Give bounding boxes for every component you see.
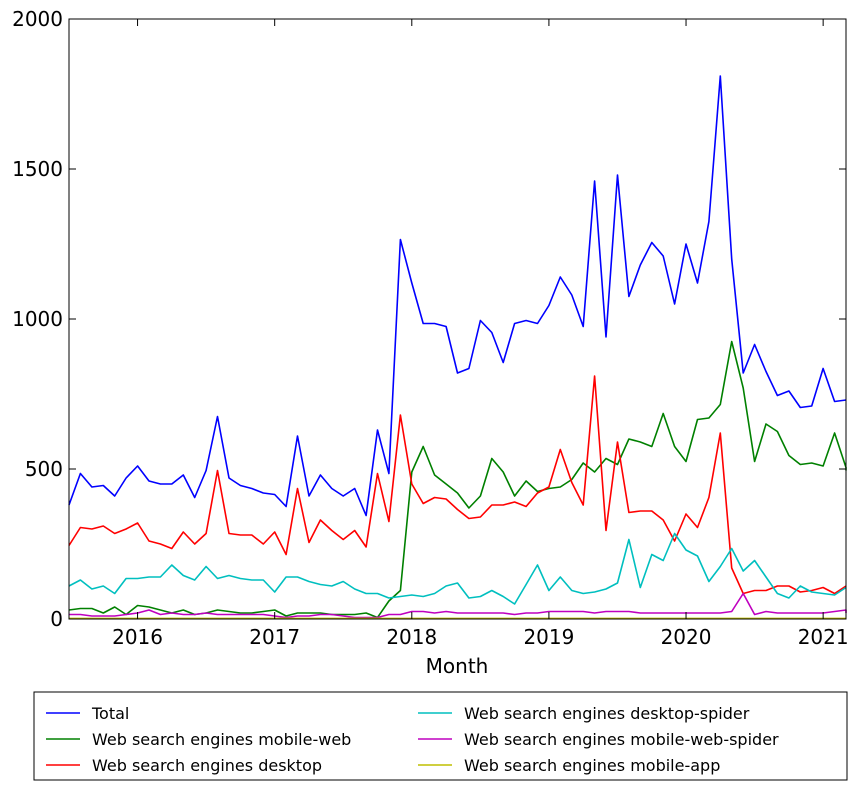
- x-tick-label: 2021: [798, 625, 849, 649]
- series-line-4: [68, 532, 847, 605]
- x-tick-label: 2016: [112, 625, 163, 649]
- legend-entry-label: Total: [91, 704, 129, 723]
- legend-entry-label: Web search engines mobile-web-spider: [464, 730, 779, 749]
- legend-entry-label: Web search engines mobile-app: [464, 756, 720, 775]
- y-tick-label: 1000: [12, 307, 63, 331]
- x-axis-label: Month: [426, 654, 489, 678]
- x-tick-label: 2019: [523, 625, 574, 649]
- x-tick-label: 2020: [661, 625, 712, 649]
- plot-frame: [68, 18, 847, 620]
- y-tick-label: 0: [50, 607, 63, 631]
- x-tick-label: 2017: [249, 625, 300, 649]
- y-tick-label: 2000: [12, 7, 63, 31]
- series-layer: [68, 75, 847, 620]
- series-line-1: [68, 75, 847, 517]
- axis-layer: 2016 2017 2018 2019 2020 2021 0 500 1000 1500 2000: [12, 7, 849, 649]
- y-tick-label: 1500: [12, 157, 63, 181]
- series-line-3: [68, 375, 847, 595]
- x-tick-label: 2018: [386, 625, 437, 649]
- legend-entry-label: Web search engines desktop-spider: [464, 704, 750, 723]
- legend: Total Web search engines mobile-web Web se…: [33, 691, 848, 781]
- legend-entry-label: Web search engines mobile-web: [92, 730, 351, 749]
- legend-items: Total Web search engines mobile-web Web se…: [46, 704, 779, 775]
- y-tick-label: 500: [25, 457, 63, 481]
- series-line-5: [69, 592, 847, 619]
- legend-entry-label: Web search engines desktop: [92, 756, 322, 775]
